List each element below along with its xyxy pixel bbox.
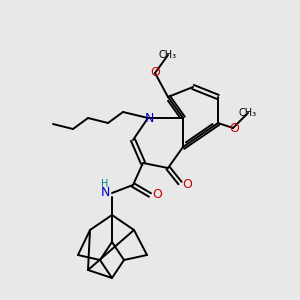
Text: O: O: [182, 178, 192, 191]
Text: N: N: [100, 187, 110, 200]
Text: O: O: [229, 122, 239, 134]
Text: N: N: [144, 112, 154, 124]
Text: O: O: [150, 67, 160, 80]
Text: O: O: [152, 188, 162, 202]
Text: CH₃: CH₃: [239, 108, 257, 118]
Text: H: H: [101, 179, 109, 189]
Text: CH₃: CH₃: [159, 50, 177, 60]
